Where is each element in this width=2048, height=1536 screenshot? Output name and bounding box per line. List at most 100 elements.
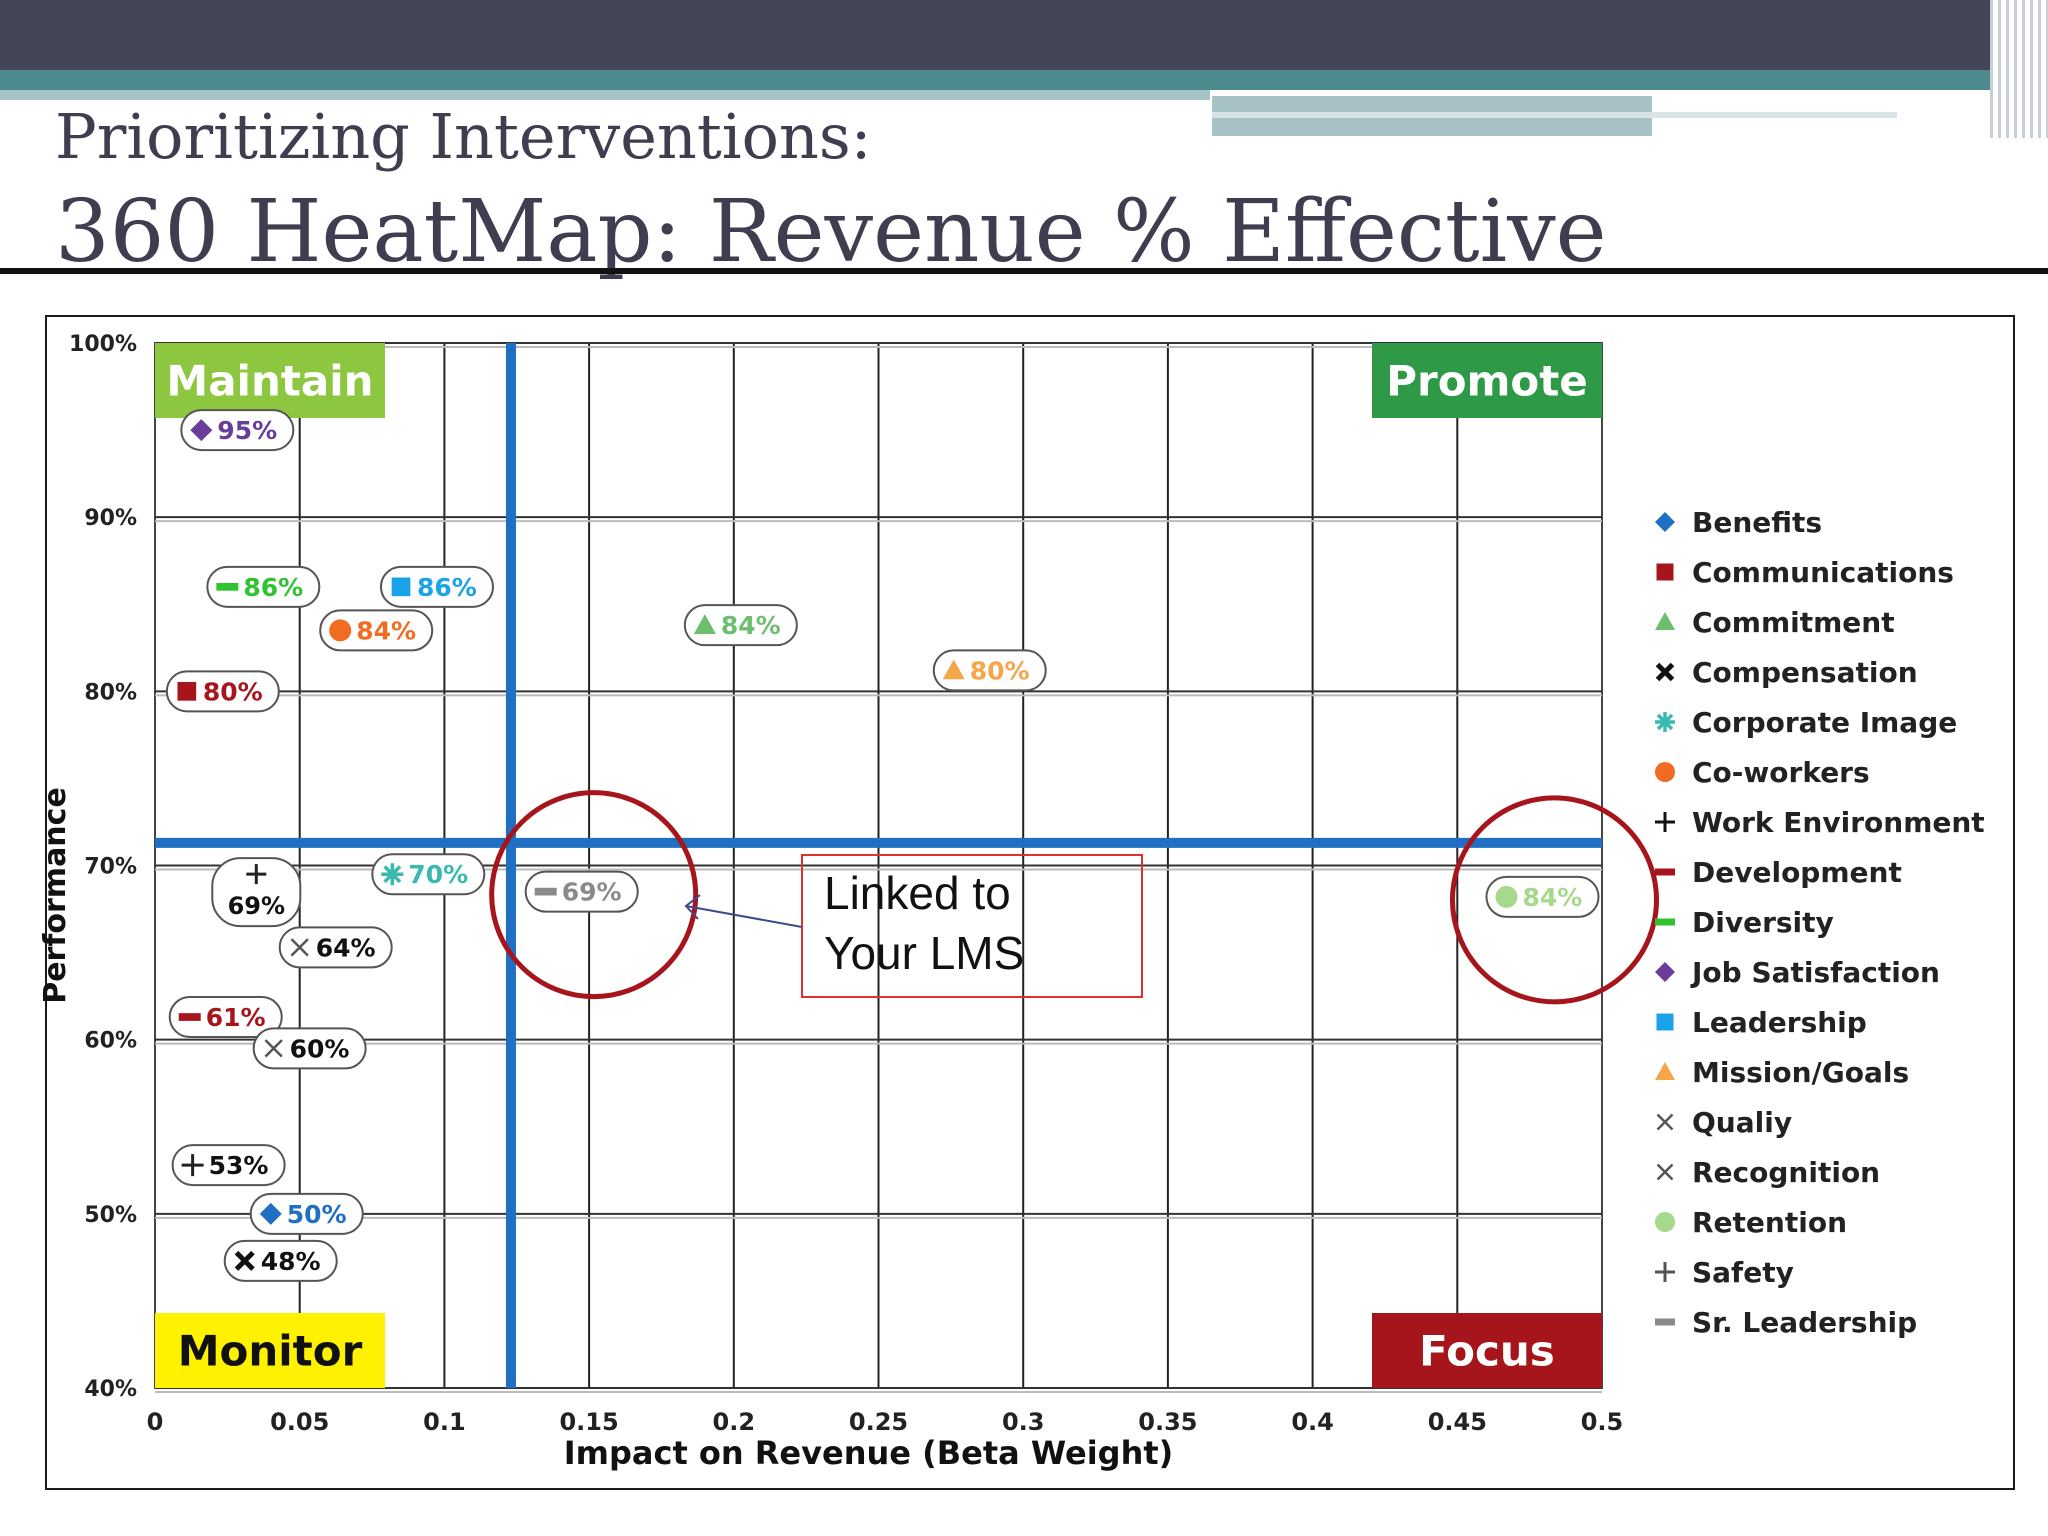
legend-entry: Communications <box>1656 556 1954 589</box>
y-tick-label: 50% <box>84 1203 137 1228</box>
legend-label: Recognition <box>1692 1156 1880 1189</box>
data-point-work-environment: 69% <box>211 857 302 928</box>
point-pill <box>252 1027 367 1070</box>
quadrant-label: Focus <box>1419 1327 1555 1376</box>
y-axis-title: Performance <box>38 787 73 1004</box>
legend-label: Retention <box>1692 1206 1847 1239</box>
legend-entry: Qualiy <box>1656 1106 1792 1139</box>
legend-entry: Safety <box>1655 1256 1794 1289</box>
legend-marker <box>1655 918 1675 926</box>
header-band-teal <box>0 70 2048 90</box>
highlight-circle <box>1449 795 1659 1005</box>
quadrant-label: Promote <box>1386 357 1588 406</box>
data-point-mission-goals: 80% <box>932 649 1047 692</box>
marker-square <box>391 577 411 597</box>
marker-circle <box>1495 885 1518 908</box>
point-pill <box>211 857 302 928</box>
legend-marker <box>1656 563 1674 581</box>
x-tick-label: 0.05 <box>270 1408 329 1436</box>
quadrant-box <box>155 1313 385 1388</box>
legend-marker <box>1656 1013 1674 1031</box>
point-label: 48% <box>261 1247 321 1276</box>
legend-marker <box>1655 962 1675 982</box>
marker-plus <box>181 1154 204 1177</box>
point-pill <box>206 565 321 608</box>
data-point-benefits: 50% <box>249 1192 364 1235</box>
legend-entry: Diversity <box>1655 906 1834 939</box>
point-pill <box>319 609 434 652</box>
marker-dash <box>216 582 239 591</box>
point-label: 64% <box>316 933 376 962</box>
quadrant-box <box>155 343 385 418</box>
y-tick-label: 40% <box>84 1377 137 1402</box>
point-pill <box>168 996 283 1039</box>
legend-label: Work Environment <box>1692 806 1985 839</box>
annotation-text-line: Linked to <box>824 867 1011 919</box>
x-tick-label: 0.15 <box>559 1408 618 1436</box>
point-label: 60% <box>290 1034 350 1063</box>
header-edge-stripes <box>1990 0 2048 138</box>
data-point-compensation: 48% <box>223 1239 338 1282</box>
marker-triangle <box>693 614 716 634</box>
chart-frame <box>45 315 2015 1490</box>
legend-label: Safety <box>1692 1256 1794 1289</box>
legend-entry: Corporate Image <box>1655 706 1957 739</box>
title-rule <box>0 268 2048 274</box>
point-label: 84% <box>1522 883 1582 912</box>
marker-circle <box>329 619 352 642</box>
legend-label: Benefits <box>1692 506 1822 539</box>
legend-label: Corporate Image <box>1692 706 1957 739</box>
y-tick-label: 90% <box>84 506 137 531</box>
point-pill <box>278 926 393 969</box>
slide-title-line2: 360 HeatMap: Revenue % Effective <box>55 182 1607 282</box>
annotation-arrow-shaft <box>685 905 803 928</box>
legend-label: Communications <box>1692 556 1954 589</box>
marker-plus <box>246 864 267 885</box>
x-tick-label: 0.4 <box>1291 1408 1334 1436</box>
legend-label: Compensation <box>1692 656 1918 689</box>
data-point-retention: 84% <box>1485 875 1600 918</box>
marker-x <box>264 1039 283 1058</box>
quadrant-maintain: Maintain <box>155 343 385 418</box>
x-tick-label: 0.5 <box>1581 1408 1624 1436</box>
point-pill <box>371 853 486 896</box>
legend-marker <box>1655 1262 1675 1282</box>
point-label: 53% <box>209 1151 269 1180</box>
legend-marker <box>1655 662 1675 682</box>
point-label: 61% <box>206 1003 266 1032</box>
x-tick-label: 0.1 <box>423 1408 466 1436</box>
legend-marker <box>1655 612 1675 630</box>
quadrant-monitor: Monitor <box>155 1313 385 1388</box>
legend-label: Diversity <box>1692 906 1834 939</box>
point-pill <box>165 670 280 713</box>
x-tick-label: 0.3 <box>1002 1408 1045 1436</box>
marker-diamond <box>259 1202 282 1225</box>
legend-marker <box>1655 1062 1675 1080</box>
data-point-qualiy: 60% <box>252 1027 367 1070</box>
x-tick-label: 0.2 <box>713 1408 756 1436</box>
point-pill <box>223 1239 338 1282</box>
y-tick-label: 70% <box>84 855 137 880</box>
point-label: 84% <box>356 616 416 645</box>
quadrant-promote: Promote <box>1372 343 1602 418</box>
legend-entry: Commitment <box>1655 606 1895 639</box>
header-band-dark <box>0 0 2048 70</box>
legend-label: Development <box>1692 856 1902 889</box>
legend-label: Co-workers <box>1692 756 1870 789</box>
legend-entry: Development <box>1655 856 1902 889</box>
point-pill <box>1485 875 1600 918</box>
point-label: 69% <box>562 878 622 907</box>
legend-marker <box>1655 712 1675 732</box>
x-tick-label: 0.45 <box>1428 1408 1487 1436</box>
marker-xbold <box>234 1250 255 1271</box>
point-pill <box>524 870 639 913</box>
legend-marker <box>1655 512 1675 532</box>
annotation-callout: Linked to Your LMS <box>684 854 1143 998</box>
point-label: 70% <box>408 860 468 889</box>
point-label: 95% <box>217 416 277 445</box>
marker-triangle <box>942 659 965 680</box>
data-point-diversity: 86% <box>206 565 321 608</box>
point-pill <box>171 1144 286 1187</box>
quadrant-box <box>1372 1313 1602 1388</box>
x-tick-label: 0.25 <box>849 1408 908 1436</box>
